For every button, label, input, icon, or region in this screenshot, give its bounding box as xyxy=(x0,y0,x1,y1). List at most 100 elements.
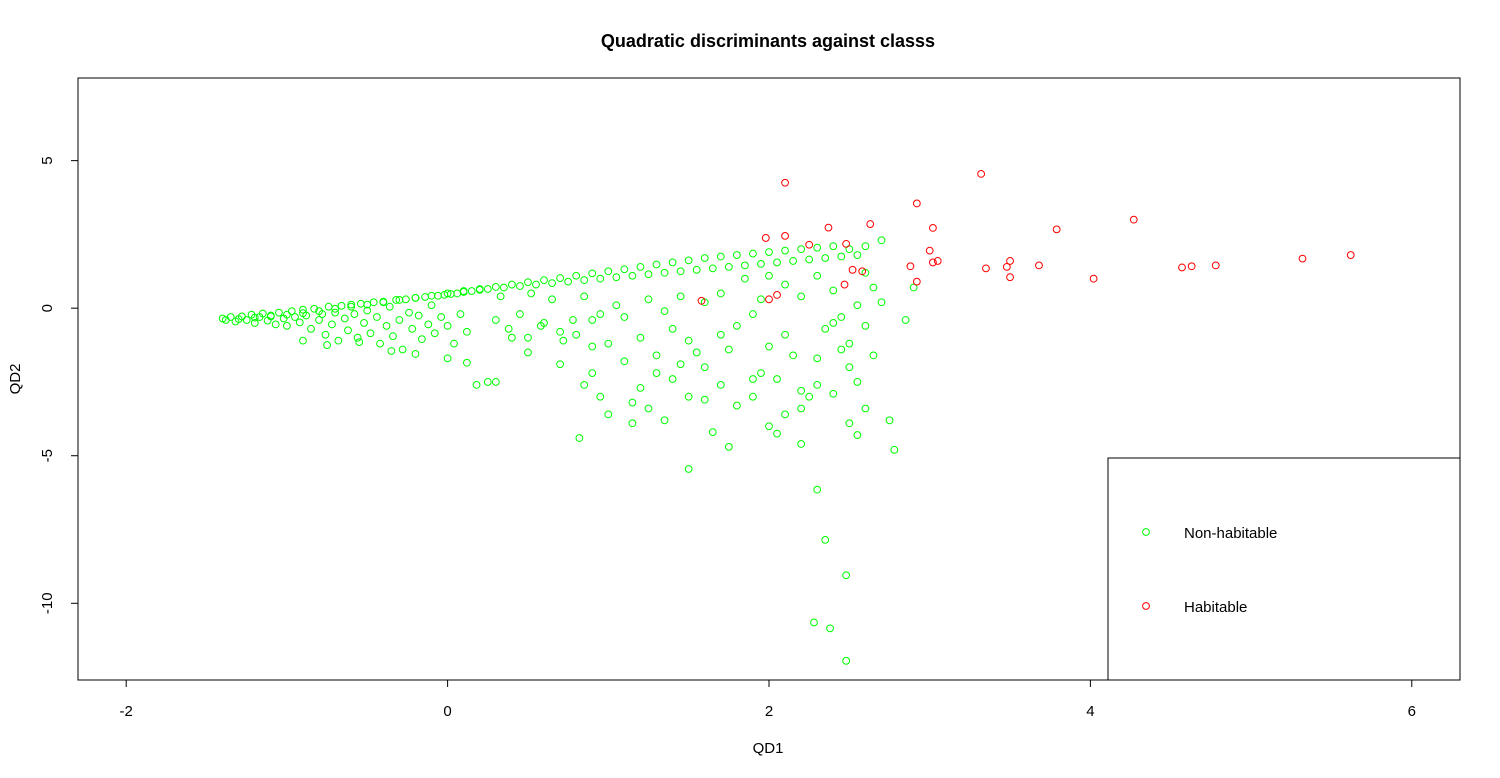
point-non-habitable xyxy=(491,378,500,386)
point-non-habitable xyxy=(234,315,243,323)
point-non-habitable xyxy=(532,280,540,289)
point-non-habitable xyxy=(773,375,781,383)
point-non-habitable xyxy=(596,310,605,318)
point-habitable xyxy=(1006,273,1014,282)
point-non-habitable xyxy=(491,316,500,324)
point-non-habitable xyxy=(427,301,436,310)
legend-label-non-habitable: Non-habitable xyxy=(1184,525,1277,542)
point-non-habitable xyxy=(885,416,894,425)
point-non-habitable xyxy=(467,287,476,295)
point-non-habitable xyxy=(548,295,556,304)
point-non-habitable xyxy=(516,310,524,318)
x-tick-label: 4 xyxy=(1086,703,1094,720)
point-non-habitable xyxy=(821,324,830,333)
point-non-habitable xyxy=(572,271,581,280)
point-non-habitable xyxy=(604,410,613,419)
point-non-habitable xyxy=(797,386,806,395)
point-non-habitable xyxy=(757,295,765,304)
point-habitable xyxy=(906,262,915,271)
point-non-habitable xyxy=(692,348,701,357)
point-non-habitable xyxy=(323,341,331,349)
point-non-habitable xyxy=(363,306,372,315)
point-non-habitable xyxy=(604,267,613,276)
point-non-habitable xyxy=(749,249,757,258)
point-non-habitable xyxy=(344,326,352,335)
point-non-habitable xyxy=(580,276,589,285)
point-non-habitable xyxy=(408,324,417,333)
point-non-habitable xyxy=(580,381,589,389)
point-non-habitable xyxy=(524,278,532,287)
point-non-habitable xyxy=(708,264,717,273)
point-non-habitable xyxy=(443,289,452,298)
point-non-habitable xyxy=(877,298,886,307)
point-non-habitable xyxy=(636,333,645,342)
legend-marker-non-habitable xyxy=(1142,528,1150,536)
data-points xyxy=(218,170,1355,665)
point-non-habitable xyxy=(382,321,391,330)
point-non-habitable xyxy=(805,392,814,401)
point-non-habitable xyxy=(516,282,524,290)
point-habitable xyxy=(925,246,934,255)
point-non-habitable xyxy=(337,301,346,310)
legend-marker-habitable xyxy=(1142,602,1150,610)
point-non-habitable xyxy=(757,369,765,377)
y-tick-label: -10 xyxy=(39,592,56,614)
point-non-habitable xyxy=(805,255,814,264)
point-non-habitable xyxy=(315,307,323,316)
point-non-habitable xyxy=(401,295,410,304)
point-non-habitable xyxy=(797,245,806,254)
point-habitable xyxy=(977,170,986,178)
point-non-habitable xyxy=(612,273,621,282)
point-habitable xyxy=(842,239,851,248)
point-non-habitable xyxy=(869,351,878,360)
point-habitable xyxy=(840,280,849,289)
point-non-habitable xyxy=(765,271,773,280)
point-non-habitable xyxy=(724,345,733,354)
point-non-habitable xyxy=(604,339,613,348)
point-non-habitable xyxy=(676,292,685,301)
point-non-habitable xyxy=(483,378,492,386)
point-non-habitable xyxy=(668,375,677,383)
point-non-habitable xyxy=(453,289,462,298)
point-habitable xyxy=(697,296,706,305)
point-non-habitable xyxy=(496,292,505,301)
point-non-habitable xyxy=(813,354,822,363)
y-axis: -10 -5 0 5 xyxy=(39,156,79,614)
point-non-habitable xyxy=(376,339,385,348)
point-non-habitable xyxy=(507,280,516,289)
point-habitable xyxy=(781,178,789,187)
point-non-habitable xyxy=(266,312,275,321)
point-non-habitable xyxy=(360,319,368,327)
point-non-habitable xyxy=(821,254,830,262)
point-non-habitable xyxy=(716,381,725,389)
point-habitable xyxy=(773,290,781,299)
point-non-habitable xyxy=(708,428,717,437)
point-non-habitable xyxy=(321,330,330,339)
point-non-habitable xyxy=(813,271,822,280)
point-habitable xyxy=(1129,215,1138,224)
point-non-habitable xyxy=(274,308,283,317)
legend-box xyxy=(1107,457,1461,681)
point-habitable xyxy=(1346,251,1355,259)
x-tick-label: 2 xyxy=(765,703,773,720)
point-non-habitable xyxy=(556,274,564,282)
point-non-habitable xyxy=(411,350,420,358)
x-tick-label: 6 xyxy=(1408,703,1416,720)
point-habitable xyxy=(805,240,814,249)
point-non-habitable xyxy=(732,401,741,410)
point-non-habitable xyxy=(901,316,910,324)
point-non-habitable xyxy=(417,335,426,344)
point-non-habitable xyxy=(450,339,458,348)
y-tick-label: 0 xyxy=(39,304,56,312)
point-non-habitable xyxy=(462,327,471,336)
point-non-habitable xyxy=(740,274,749,283)
point-non-habitable xyxy=(443,354,452,363)
point-non-habitable xyxy=(813,243,822,252)
point-non-habitable xyxy=(700,363,709,372)
point-habitable xyxy=(1006,257,1014,265)
point-non-habitable xyxy=(524,333,532,342)
point-non-habitable xyxy=(334,336,343,345)
point-non-habitable xyxy=(861,404,870,413)
point-non-habitable xyxy=(652,260,661,269)
point-non-habitable xyxy=(372,313,381,321)
